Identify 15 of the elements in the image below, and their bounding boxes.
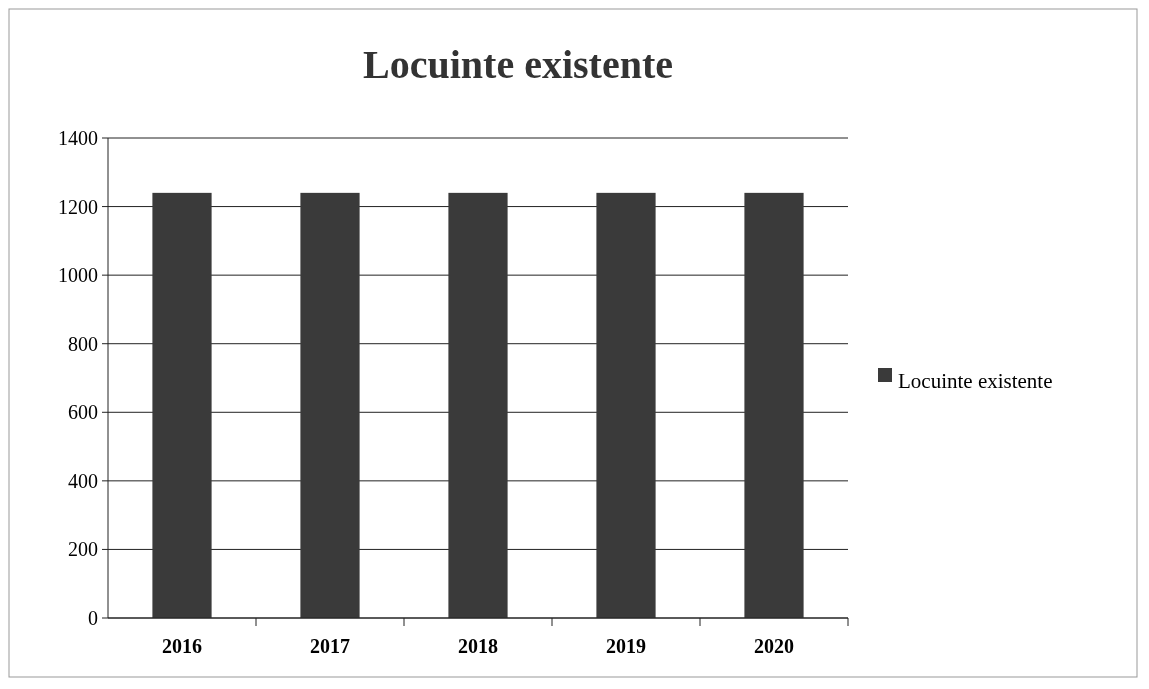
legend-label: Locuinte existente	[898, 369, 1053, 394]
x-tick-label: 2018	[458, 635, 498, 657]
chart-title: Locuinte existente	[363, 42, 673, 87]
y-tick-label: 600	[68, 401, 98, 424]
x-tick-label: 2017	[310, 635, 350, 657]
y-tick-label: 0	[88, 607, 98, 629]
y-tick-label: 800	[68, 332, 98, 355]
x-tick-label: 2019	[606, 635, 646, 657]
x-tick-label: 2016	[162, 635, 202, 657]
y-tick-label: 1200	[58, 195, 98, 218]
y-tick-label: 1000	[58, 264, 98, 287]
x-tick-label: 2020	[754, 635, 794, 657]
y-tick-label: 200	[68, 538, 98, 561]
y-tick-label: 1400	[58, 127, 98, 149]
y-tick-label: 400	[68, 469, 98, 492]
